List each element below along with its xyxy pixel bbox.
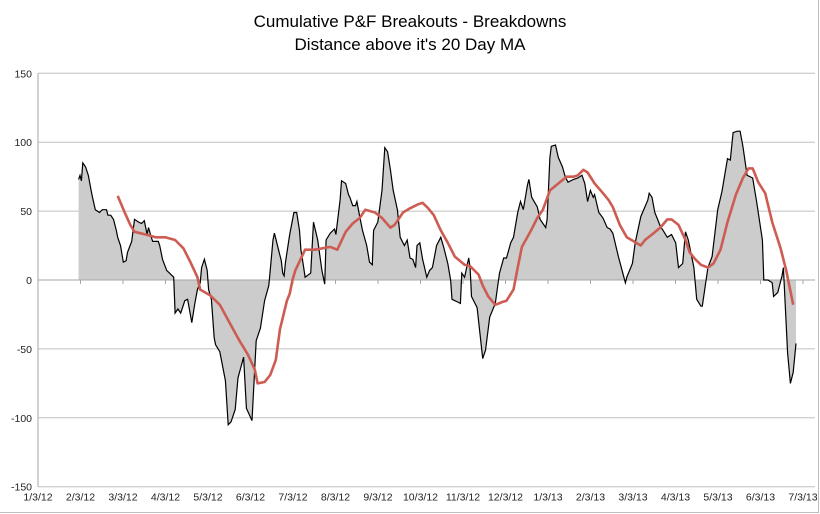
x-tick-label: 9/3/12 [363,492,392,504]
y-tick-label: -50 [17,344,32,356]
x-tick-label: 4/3/13 [661,492,690,504]
y-tick-label: 50 [20,206,32,218]
chart-subtitle: Distance above it's 20 Day MA [294,35,526,54]
series-line-moving-average [116,167,795,385]
x-tick-label: 2/3/12 [66,492,95,504]
x-tick-label: 4/3/12 [151,492,180,504]
x-tick-label: 2/3/13 [576,492,605,504]
x-tick-label: 5/3/12 [193,492,222,504]
series-line-distance [78,130,797,427]
y-tick-label: -150 [11,482,32,494]
x-tick-label: 3/3/12 [108,492,137,504]
x-tick-label: 10/3/12 [403,492,438,504]
area-fill [78,131,797,425]
x-tick-label: 8/3/12 [321,492,350,504]
chart-title: Cumulative P&F Breakouts - Breakdowns [253,12,567,31]
x-tick-label: 6/3/12 [236,492,265,504]
y-tick-label: -100 [11,413,32,425]
x-tick-label: 1/3/12 [23,492,52,504]
x-tick-label: 7/3/13 [788,492,817,504]
y-tick-label: 100 [14,137,32,149]
x-tick-label: 11/3/12 [446,492,480,504]
x-tick-label: 6/3/13 [746,492,775,504]
x-tick-label: 7/3/12 [278,492,307,504]
x-tick-label: 3/3/13 [618,492,647,504]
x-tick-label: 5/3/13 [703,492,732,504]
x-tick-label: 12/3/12 [488,492,523,504]
y-tick-label: 0 [26,275,32,287]
y-tick-label: 150 [14,68,32,80]
x-tick-label: 1/3/13 [533,492,562,504]
